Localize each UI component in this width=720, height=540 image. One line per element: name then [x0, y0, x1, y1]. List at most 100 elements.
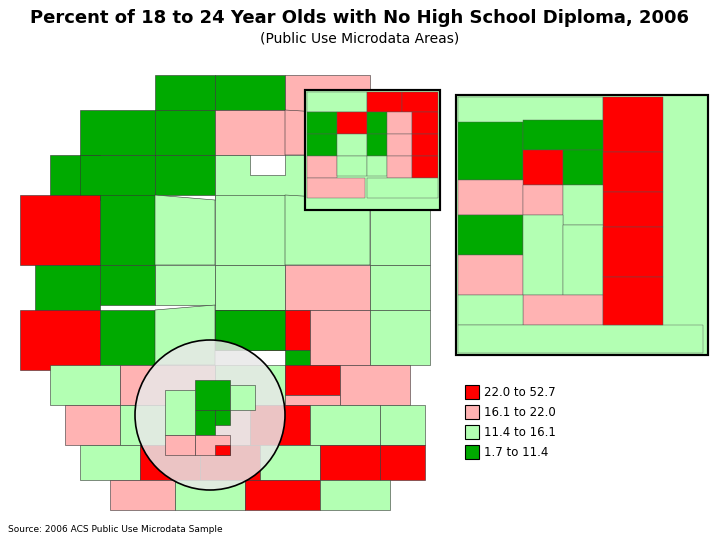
Polygon shape [465, 405, 479, 419]
Polygon shape [380, 445, 425, 480]
Polygon shape [215, 310, 310, 365]
Text: 16.1 to 22.0: 16.1 to 22.0 [484, 406, 556, 419]
Polygon shape [367, 178, 438, 198]
Polygon shape [523, 150, 563, 185]
Polygon shape [523, 215, 563, 295]
Polygon shape [402, 92, 438, 112]
Polygon shape [603, 227, 663, 277]
Polygon shape [285, 365, 340, 395]
Polygon shape [307, 178, 365, 198]
Polygon shape [50, 365, 120, 405]
Polygon shape [100, 310, 155, 365]
Polygon shape [458, 97, 603, 122]
Polygon shape [215, 155, 370, 200]
Polygon shape [458, 325, 703, 353]
Polygon shape [370, 310, 430, 365]
Polygon shape [155, 265, 215, 305]
Polygon shape [412, 134, 438, 156]
Polygon shape [603, 97, 663, 152]
Polygon shape [230, 385, 255, 410]
Polygon shape [603, 152, 663, 192]
Polygon shape [367, 134, 387, 156]
Polygon shape [155, 305, 215, 365]
Polygon shape [35, 265, 100, 310]
Polygon shape [458, 255, 523, 295]
Polygon shape [165, 390, 195, 435]
Polygon shape [120, 405, 185, 445]
Polygon shape [603, 277, 663, 325]
Polygon shape [200, 445, 260, 480]
Polygon shape [465, 425, 479, 439]
Polygon shape [458, 215, 523, 255]
Polygon shape [20, 310, 100, 370]
Polygon shape [387, 134, 412, 156]
Polygon shape [465, 445, 479, 459]
Text: Source: 2006 ACS Public Use Microdata Sample: Source: 2006 ACS Public Use Microdata Sa… [8, 525, 222, 535]
Polygon shape [412, 156, 438, 178]
Polygon shape [285, 110, 370, 155]
Polygon shape [215, 410, 230, 425]
Polygon shape [100, 265, 155, 305]
Polygon shape [465, 385, 479, 399]
Polygon shape [215, 310, 265, 350]
Polygon shape [305, 90, 440, 210]
Polygon shape [458, 120, 523, 180]
Polygon shape [110, 480, 175, 510]
Polygon shape [563, 225, 603, 295]
Polygon shape [285, 395, 340, 405]
Polygon shape [380, 405, 425, 445]
Polygon shape [412, 112, 438, 134]
Polygon shape [285, 195, 370, 265]
Polygon shape [603, 192, 663, 227]
Polygon shape [370, 200, 430, 265]
Polygon shape [80, 110, 155, 155]
Polygon shape [245, 480, 320, 510]
Polygon shape [458, 180, 523, 215]
Polygon shape [337, 134, 367, 156]
Polygon shape [563, 150, 603, 185]
Polygon shape [337, 156, 367, 176]
Polygon shape [367, 112, 387, 134]
Polygon shape [307, 92, 367, 112]
Polygon shape [215, 265, 285, 310]
Polygon shape [387, 112, 412, 134]
Polygon shape [367, 156, 387, 176]
Polygon shape [285, 265, 370, 310]
Polygon shape [155, 75, 215, 110]
Polygon shape [265, 310, 310, 350]
Polygon shape [195, 380, 230, 410]
Polygon shape [523, 185, 563, 215]
Polygon shape [367, 92, 402, 112]
Polygon shape [215, 110, 285, 155]
Polygon shape [320, 480, 390, 510]
Polygon shape [307, 156, 337, 178]
Polygon shape [215, 75, 285, 110]
Polygon shape [285, 75, 370, 115]
Polygon shape [310, 405, 380, 445]
Polygon shape [80, 445, 140, 480]
Polygon shape [185, 405, 250, 445]
Polygon shape [337, 112, 367, 134]
Polygon shape [120, 365, 215, 405]
Text: 1.7 to 11.4: 1.7 to 11.4 [484, 446, 549, 458]
Polygon shape [307, 134, 337, 156]
Polygon shape [215, 195, 285, 265]
Polygon shape [195, 435, 230, 455]
Polygon shape [195, 410, 215, 435]
Polygon shape [250, 405, 310, 445]
Polygon shape [215, 365, 285, 405]
Polygon shape [155, 155, 215, 195]
Polygon shape [165, 435, 195, 455]
Polygon shape [523, 120, 603, 150]
Text: 11.4 to 16.1: 11.4 to 16.1 [484, 426, 556, 438]
Polygon shape [387, 156, 412, 178]
Polygon shape [155, 110, 215, 155]
Polygon shape [310, 310, 370, 365]
Polygon shape [523, 295, 603, 325]
Text: (Public Use Microdata Areas): (Public Use Microdata Areas) [261, 31, 459, 45]
Polygon shape [456, 95, 708, 355]
Polygon shape [215, 445, 230, 455]
Polygon shape [175, 480, 245, 510]
Polygon shape [155, 195, 215, 265]
Polygon shape [563, 185, 603, 225]
